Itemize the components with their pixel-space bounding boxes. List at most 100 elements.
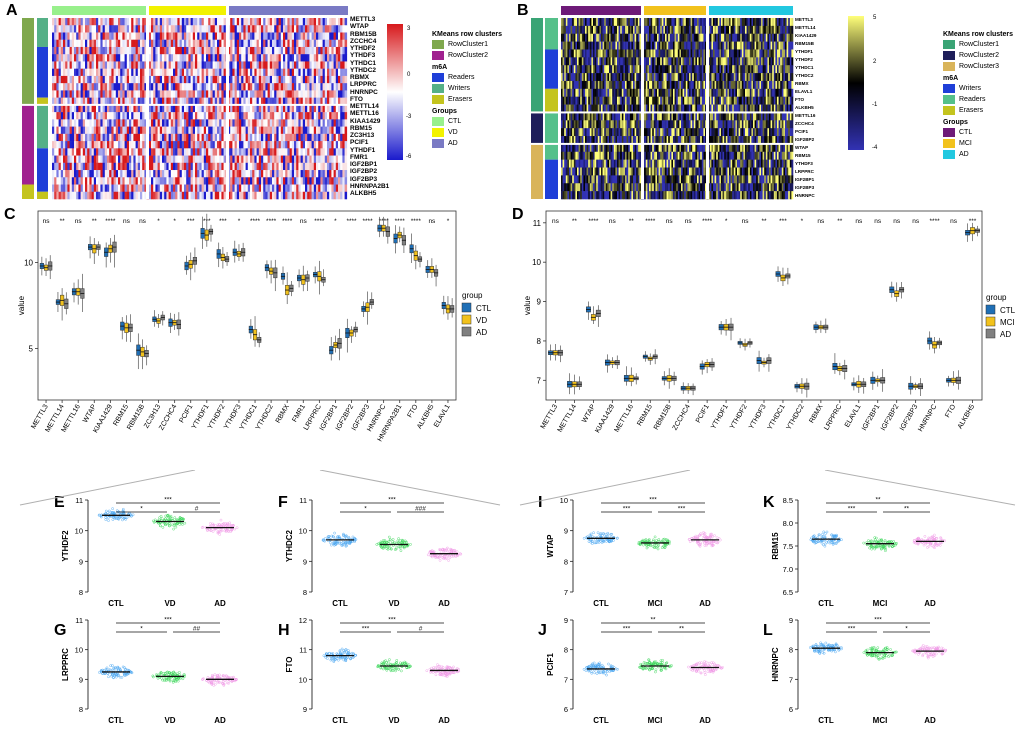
heatmap-cell: [269, 46, 273, 55]
heatmap-cell: [298, 97, 301, 106]
heatmap-cell: [177, 119, 180, 127]
heatmap-cell: [586, 33, 589, 42]
heatmap-cell: [344, 83, 348, 91]
heatmap-cell: [102, 191, 106, 200]
heatmap-cell: [175, 155, 178, 164]
heatmap-cell: [80, 184, 84, 193]
heatmap-cell: [586, 96, 589, 105]
heatmap-cell: [331, 155, 334, 164]
heatmap-cell: [629, 73, 632, 82]
heatmap-cell: [256, 104, 260, 113]
heatmap-b: [531, 6, 794, 200]
heatmap-cell: [241, 148, 244, 156]
heatmap-cell: [217, 18, 220, 26]
heatmap-cell: [307, 25, 310, 33]
heatmap-cell: [327, 39, 330, 48]
heatmap-cell: [591, 18, 594, 27]
heatmap-cell: [764, 80, 767, 90]
heatmap-cell: [100, 90, 103, 98]
heatmap-cell: [162, 191, 165, 200]
heatmap-cell: [208, 18, 211, 26]
heatmap-cell: [287, 162, 290, 171]
heatmap-cell: [617, 80, 619, 90]
heatmap-cell: [131, 191, 134, 200]
heatmap-cell: [309, 177, 312, 185]
heatmap-cell: [272, 141, 275, 149]
heatmap-cell: [245, 68, 249, 77]
heatmap-cell: [302, 155, 306, 164]
heatmap-cell: [58, 141, 62, 149]
heatmap-cell: [769, 57, 771, 66]
heatmap-cell: [173, 18, 176, 26]
heatmap-cell: [335, 155, 339, 164]
heatmap-cell: [254, 126, 257, 135]
heatmap-cell: [263, 119, 266, 127]
heatmap-cell: [115, 126, 119, 135]
heatmap-cell: [184, 46, 187, 55]
heatmap-cell: [655, 49, 658, 58]
heatmap-cell: [636, 57, 639, 66]
heatmap-cell: [87, 75, 90, 84]
heatmap-cell: [151, 184, 154, 193]
heatmap-cell: [785, 33, 787, 42]
heatmap-cell: [761, 25, 763, 35]
heatmap-cell: [291, 141, 295, 149]
heatmap-cell: [263, 141, 266, 149]
heatmap-cell: [605, 57, 608, 66]
heatmap-cell: [717, 41, 720, 50]
heatmap-cell: [294, 25, 297, 33]
heatmap-cell: [625, 41, 627, 50]
heatmap-cell: [206, 39, 209, 48]
heatmap-cell: [208, 90, 211, 98]
heatmap-cell: [212, 97, 216, 106]
heatmap-cell: [120, 68, 123, 77]
heatmap-cell: [159, 46, 163, 55]
heatmap-cell: [781, 41, 784, 50]
heatmap-cell: [78, 191, 81, 200]
heatmap-cell: [162, 141, 165, 149]
heatmap-cell: [232, 155, 235, 164]
heatmap-cell: [195, 97, 198, 106]
heatmap-cell: [331, 104, 334, 113]
heatmap-cell: [645, 33, 648, 42]
heatmap-cell: [287, 155, 290, 164]
heatmap-cell: [780, 33, 783, 42]
heatmap-cell: [655, 25, 658, 35]
heatmap-cell: [80, 25, 84, 33]
heatmap-cell: [695, 41, 698, 50]
heatmap-cell: [74, 61, 77, 69]
heatmap-cell: [135, 25, 139, 33]
heatmap-cell: [562, 18, 565, 27]
heatmap-cell: [82, 184, 86, 193]
heatmap-cell: [192, 126, 196, 135]
heatmap-cell: [615, 33, 618, 42]
heatmap-cell: [250, 39, 253, 48]
heatmap-cell: [618, 18, 621, 27]
heatmap-cell: [737, 57, 739, 66]
heatmap-cell: [78, 141, 81, 149]
heatmap-cell: [131, 104, 134, 113]
heatmap-cell: [761, 73, 763, 82]
heatmap-cell: [214, 184, 218, 193]
heatmap-cell: [192, 54, 196, 62]
heatmap-cell: [186, 90, 189, 98]
heatmap-cell: [657, 49, 659, 58]
heatmap-cell: [263, 184, 266, 193]
heatmap-cell: [620, 88, 623, 97]
heatmap-cell: [283, 97, 286, 106]
heatmap-cell: [212, 61, 216, 69]
heatmap-cell: [137, 90, 141, 98]
heatmap-cell: [335, 97, 339, 106]
heatmap-cell: [122, 97, 125, 106]
heatmap-cell: [781, 25, 784, 35]
heatmap-cell: [214, 83, 218, 91]
heatmap-cell: [311, 184, 315, 193]
heatmap-cell: [230, 61, 233, 69]
heatmap-cell: [76, 61, 79, 69]
heatmap-cell: [190, 155, 194, 164]
heatmap-cell: [115, 54, 119, 62]
panel-label-a: A: [6, 2, 18, 19]
heatmap-cell: [175, 170, 178, 178]
heatmap-cell: [135, 170, 139, 178]
heatmap-cell: [69, 162, 73, 171]
